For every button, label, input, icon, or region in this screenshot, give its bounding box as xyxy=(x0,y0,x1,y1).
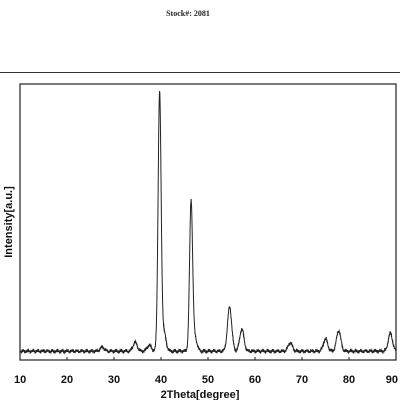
stock-label: Stock#: 2081 xyxy=(166,9,210,18)
x-tick-label: 90 xyxy=(386,374,398,386)
x-tick-label: 50 xyxy=(202,374,214,386)
y-axis-title: Intensity[a.u.] xyxy=(3,186,15,258)
x-tick-label: 20 xyxy=(61,374,73,386)
xrd-series-line xyxy=(19,90,397,355)
x-tick-label: 70 xyxy=(296,374,308,386)
divider-line xyxy=(0,72,400,73)
x-tick-label: 40 xyxy=(155,374,167,386)
plot-frame xyxy=(19,83,397,361)
x-tick-label: 80 xyxy=(343,374,355,386)
x-tick-label: 30 xyxy=(108,374,120,386)
x-tick-label: 10 xyxy=(14,374,26,386)
x-tick-label: 60 xyxy=(249,374,261,386)
x-axis-title: 2Theta[degree] xyxy=(161,389,240,400)
x-axis-ticks: 10 20 30 40 50 60 70 80 90 xyxy=(14,357,398,386)
